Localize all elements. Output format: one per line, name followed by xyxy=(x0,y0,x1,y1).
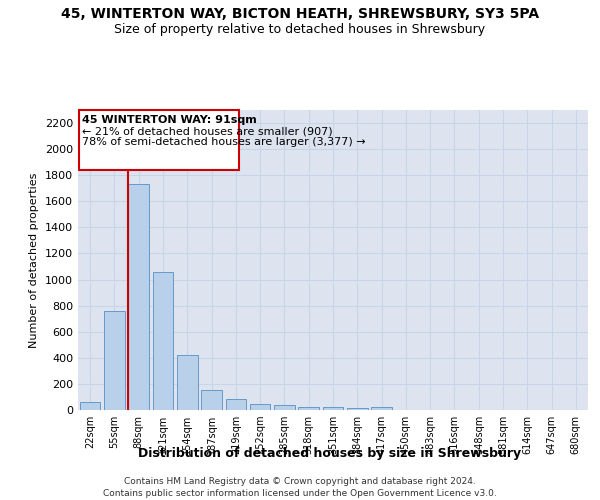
FancyBboxPatch shape xyxy=(79,110,239,170)
Bar xyxy=(177,355,197,410)
Text: Distribution of detached houses by size in Shrewsbury: Distribution of detached houses by size … xyxy=(139,448,521,460)
Text: 45, WINTERTON WAY, BICTON HEATH, SHREWSBURY, SY3 5PA: 45, WINTERTON WAY, BICTON HEATH, SHREWSB… xyxy=(61,8,539,22)
Bar xyxy=(298,406,319,410)
Bar xyxy=(128,184,149,410)
Y-axis label: Number of detached properties: Number of detached properties xyxy=(29,172,40,348)
Bar xyxy=(250,404,271,410)
Text: Contains public sector information licensed under the Open Government Licence v3: Contains public sector information licen… xyxy=(103,489,497,498)
Bar xyxy=(80,402,100,410)
Text: 78% of semi-detached houses are larger (3,377) →: 78% of semi-detached houses are larger (… xyxy=(82,138,366,147)
Bar xyxy=(104,311,125,410)
Bar xyxy=(226,399,246,410)
Bar xyxy=(323,408,343,410)
Bar xyxy=(347,408,368,410)
Bar xyxy=(371,408,392,410)
Text: Contains HM Land Registry data © Crown copyright and database right 2024.: Contains HM Land Registry data © Crown c… xyxy=(124,478,476,486)
Bar xyxy=(201,390,222,410)
Text: ← 21% of detached houses are smaller (907): ← 21% of detached houses are smaller (90… xyxy=(82,126,333,136)
Text: Size of property relative to detached houses in Shrewsbury: Size of property relative to detached ho… xyxy=(115,22,485,36)
Bar xyxy=(274,406,295,410)
Bar xyxy=(152,272,173,410)
Text: 45 WINTERTON WAY: 91sqm: 45 WINTERTON WAY: 91sqm xyxy=(82,115,257,125)
